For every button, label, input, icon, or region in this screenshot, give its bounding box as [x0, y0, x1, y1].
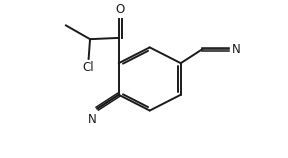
- Text: N: N: [88, 113, 96, 126]
- Text: O: O: [115, 3, 125, 16]
- Text: N: N: [232, 43, 240, 56]
- Text: Cl: Cl: [83, 61, 94, 74]
